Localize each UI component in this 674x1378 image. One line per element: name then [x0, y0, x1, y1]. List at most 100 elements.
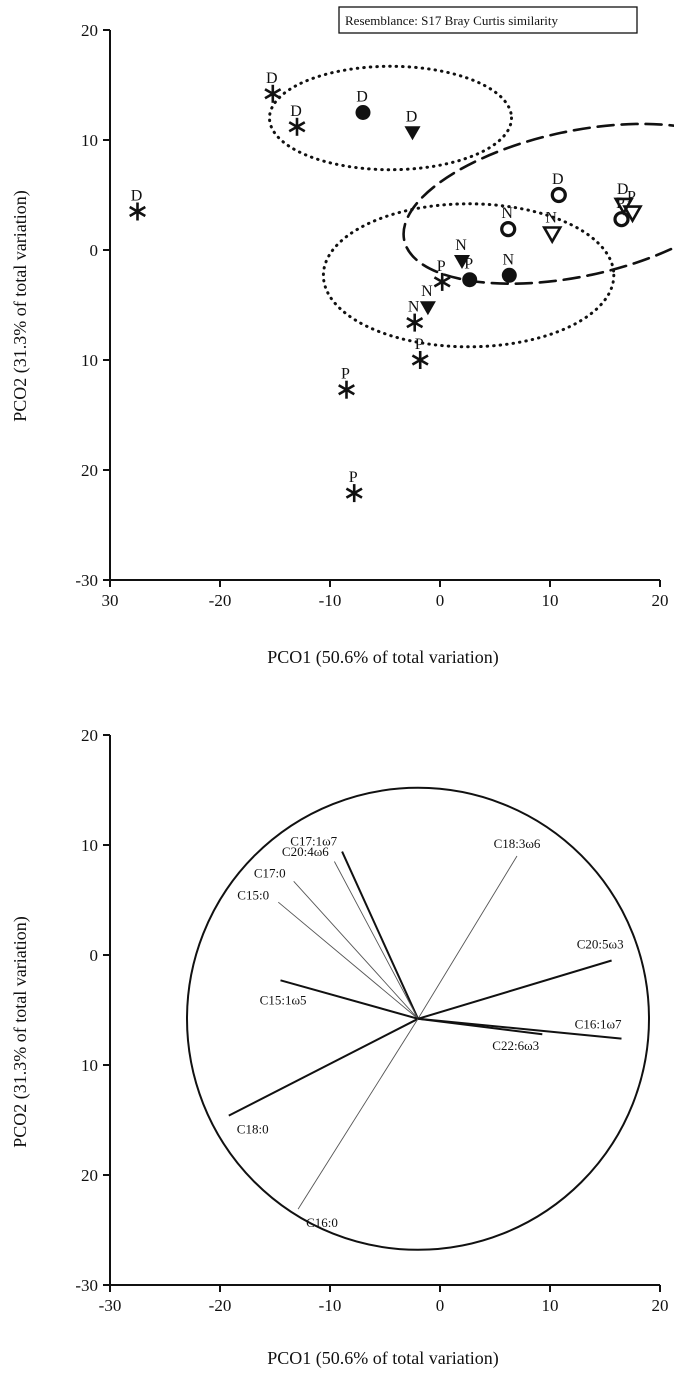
vector-label: C22:6ω3 [492, 1038, 539, 1053]
axes: 20 10 0 10 20 -30-30 -20 -10 0 10 20 [75, 726, 668, 1315]
y-axis-label: PCO2 (31.3% of total variation) [10, 916, 31, 1147]
point-marker-filled-triangle-down [419, 301, 436, 316]
correlation-circle [186, 786, 650, 1251]
point-label: D [552, 171, 564, 188]
x-tick-label: -10 [319, 1296, 342, 1315]
y-axis-label: PCO2 (31.3% of total variation) [10, 190, 31, 421]
point-label: P [464, 256, 473, 273]
vector-label: C15:1ω5 [260, 992, 307, 1007]
point-marker-filled-circle [462, 272, 478, 288]
y-tick-label: 10 [81, 836, 98, 855]
x-tick-label: -10 [319, 591, 342, 610]
point-marker-asterisk [411, 351, 429, 369]
vector-label: C18:0 [237, 1122, 269, 1137]
group-ellipse-dotted [268, 64, 513, 172]
vector-line [417, 959, 612, 1020]
vector-line [297, 1018, 419, 1210]
vector-line [334, 861, 419, 1020]
point-marker-filled-circle [501, 267, 517, 283]
group-ellipse-dashed [402, 122, 674, 285]
point-label: D [406, 108, 418, 125]
y-tick-label: 20 [81, 461, 98, 480]
point-marker-asterisk [345, 484, 363, 503]
x-tick-label: 20 [652, 591, 669, 610]
correlation-circle-outline [186, 786, 650, 1251]
point-label: D [131, 188, 143, 205]
vector-label: C16:1ω7 [575, 1017, 622, 1032]
y-tick-label: 0 [90, 241, 99, 260]
point-marker-filled-triangle-down [454, 255, 470, 269]
x-tick-label: -20 [209, 1296, 232, 1315]
point-marker-open-triangle-down [622, 205, 643, 224]
point-marker-asterisk [433, 272, 451, 291]
resemblance-label: Resemblance: S17 Bray Curtis similarity [345, 13, 559, 28]
vector-line [341, 851, 419, 1020]
x-tick-label: 30 [102, 591, 119, 610]
vector-label: C15:0 [237, 888, 269, 903]
y-tick-label: 20 [81, 1166, 98, 1185]
y-tick-label: 0 [90, 946, 99, 965]
point-label: D [356, 89, 368, 106]
vector-label: C20:5ω3 [577, 937, 624, 952]
x-tick-label: 0 [436, 591, 445, 610]
x-tick-label: 0 [436, 1296, 445, 1315]
vector-line [293, 880, 419, 1020]
point-label: D [617, 181, 629, 198]
x-tick-label: 10 [542, 591, 559, 610]
vector-label: C20:4ω6 [282, 844, 329, 859]
vector-line [280, 979, 419, 1020]
x-axis-label: PCO1 (50.6% of total variation) [267, 1348, 498, 1369]
y-tick-label: 10 [81, 351, 98, 370]
point-label: N [501, 205, 513, 222]
x-tick-label: 10 [542, 1296, 559, 1315]
group-ellipse-dotted [321, 202, 616, 349]
point-marker-asterisk [264, 84, 282, 103]
vector-line [228, 1017, 419, 1117]
point-label: P [616, 195, 625, 212]
group-ellipses [268, 64, 674, 349]
point-label: N [408, 299, 420, 316]
point-label: N [545, 210, 557, 227]
vector-label: C16:0 [306, 1215, 338, 1230]
x-axis-label: PCO1 (50.6% of total variation) [267, 647, 498, 668]
x-tick-label: 20 [652, 1296, 669, 1315]
y-tick-label: 20 [81, 21, 98, 40]
vector-line [417, 855, 518, 1020]
point-label: N [421, 283, 433, 300]
point-label: P [627, 189, 636, 206]
y-tick-label: 20 [81, 726, 98, 745]
vector-line [417, 1017, 543, 1036]
y-tick-label: -30 [75, 1276, 98, 1295]
y-tick-label: -30 [75, 571, 98, 590]
point-marker-asterisk [406, 313, 424, 332]
point-marker-filled-triangle-down [404, 126, 421, 141]
point-marker-asterisk [129, 202, 146, 221]
vector-label: C17:0 [254, 865, 286, 880]
point-label: N [503, 251, 515, 268]
point-label: D [266, 70, 278, 87]
point-label: P [349, 469, 358, 486]
point-marker-open-circle [500, 221, 517, 238]
vector-label: C18:3ω6 [494, 836, 541, 851]
point-label: N [455, 237, 467, 254]
point-marker-open-circle [613, 211, 630, 228]
vector-line [278, 901, 419, 1020]
x-tick-label: -20 [209, 591, 232, 610]
resemblance-box: Resemblance: S17 Bray Curtis similarity [338, 6, 638, 34]
vector-label: C17:1ω7 [290, 834, 337, 849]
y-tick-label: 10 [81, 131, 98, 150]
point-label: P [341, 366, 350, 383]
point-marker-open-triangle-down [541, 226, 563, 245]
point-marker-asterisk [288, 117, 306, 136]
y-tick-label: 10 [81, 1056, 98, 1075]
point-label: D [290, 103, 302, 120]
x-tick-label: -30 [99, 1296, 122, 1315]
point-label: P [437, 258, 446, 275]
point-marker-asterisk [338, 380, 355, 399]
point-marker-filled-circle [355, 105, 371, 120]
